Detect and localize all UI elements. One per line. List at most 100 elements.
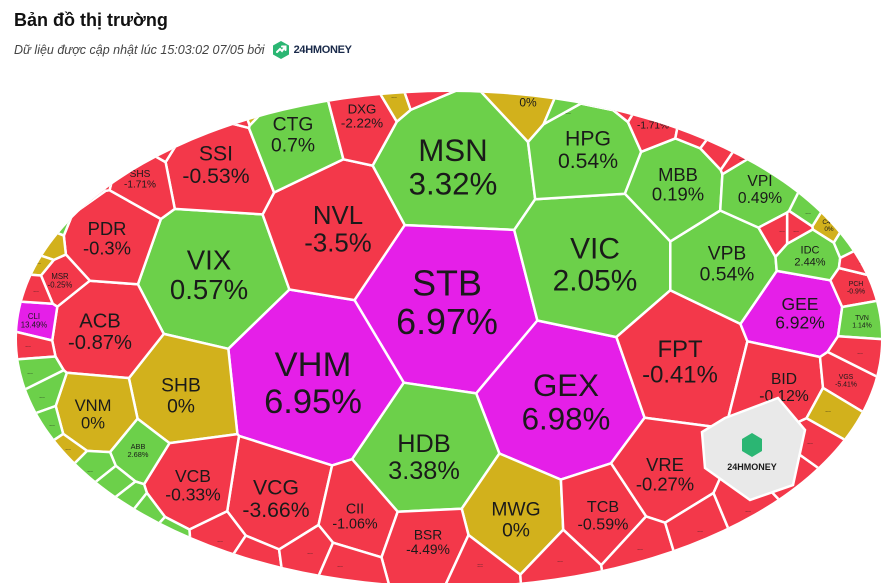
tile-ticker: BSR: [414, 527, 442, 542]
tile-change: 0%: [502, 520, 530, 541]
tile-ticker: CII: [346, 501, 364, 517]
brand-logo[interactable]: 24HMONEY: [271, 40, 352, 60]
tile-ticker: NVL: [313, 202, 363, 230]
tile-change: 1.14%: [852, 323, 872, 330]
tile-dxg[interactable]: [316, 60, 399, 167]
tile-ticker: ABB: [131, 442, 146, 451]
tile-minor-label: ...: [33, 287, 39, 294]
tile-minor[interactable]: [60, 491, 167, 583]
tile-minor[interactable]: [785, 209, 815, 246]
tile-minor[interactable]: [437, 533, 524, 583]
tile-change: 6.95%: [264, 383, 362, 421]
tile-ticker: C4G: [822, 219, 835, 226]
tile-ticker: SSI: [199, 142, 233, 165]
tile-minor-label: ...: [65, 445, 71, 452]
tile-minor[interactable]: [565, 60, 620, 112]
tile-minor[interactable]: [611, 60, 667, 124]
tile-change: -0.9%: [847, 289, 865, 296]
tile-change: 0.19%: [652, 183, 704, 204]
tile-minor-label: ...: [307, 549, 313, 556]
tile-ticker: MSR: [51, 272, 69, 281]
tile-change: -5.41%: [835, 382, 857, 389]
tile-minor[interactable]: [0, 129, 107, 216]
tile-ticker: ACB: [79, 311, 121, 333]
tile-minor[interactable]: [757, 211, 789, 259]
tile-change: 0.57%: [170, 274, 248, 305]
tile-minor[interactable]: [0, 209, 68, 262]
tile-minor[interactable]: [0, 60, 116, 193]
tile-change: 6.97%: [396, 302, 498, 342]
tile-minor[interactable]: [0, 464, 137, 583]
tile-minor[interactable]: [0, 480, 149, 583]
tile-change: 0.49%: [738, 190, 782, 207]
tile-minor-label: ...: [75, 193, 81, 200]
tile-minor-label: ...: [820, 152, 826, 159]
tile-minor-label: ...: [117, 505, 123, 512]
tile-ticker: GEX: [533, 368, 599, 403]
tile-change: -1.71%: [637, 121, 669, 132]
tile-minor-label: ...: [622, 99, 628, 106]
tile-minor[interactable]: [0, 449, 118, 560]
brand-tile-name: 24HMONEY: [727, 462, 777, 472]
tile-ticker: MBB: [658, 164, 698, 185]
tile-ticker: POW: [514, 83, 543, 97]
tile-minor-label: ...: [137, 521, 143, 528]
tile-minor-label: ...: [697, 527, 703, 534]
tile-change: -2.22%: [341, 116, 383, 131]
tile-minor[interactable]: [699, 60, 784, 172]
tile-ticker: MWG: [491, 500, 540, 521]
tile-minor-label: ...: [847, 235, 853, 242]
tile-minor[interactable]: [0, 271, 55, 306]
tile-ticker: HPG: [565, 127, 611, 150]
brand-tile: 24HMONEY: [700, 396, 807, 502]
tile-ticker: DXG: [348, 101, 377, 116]
tile-change: 0%: [824, 226, 834, 233]
tile-change: -4.49%: [406, 542, 450, 557]
tile-minor[interactable]: [0, 432, 89, 540]
tile-minor[interactable]: [358, 60, 412, 123]
tile-ticker: VCG: [253, 476, 299, 499]
tile-minor-label: ...: [779, 227, 785, 234]
tile-minor-label: ...: [87, 467, 93, 474]
tile-ticker: VPB: [708, 244, 747, 265]
tile-minor-label: ...: [35, 259, 41, 266]
tile-change: 2.44%: [794, 256, 825, 268]
tile-minor-label: ...: [477, 560, 483, 567]
tile-ticker: GEE: [782, 294, 819, 314]
tile-minor[interactable]: [35, 60, 144, 173]
tile-minor[interactable]: [88, 515, 196, 583]
tile-minor-label: ...: [259, 100, 265, 107]
tile-ticker: SHB: [161, 376, 201, 397]
update-text: Dữ liệu được cập nhật lúc 15:03:02 07/05…: [14, 43, 265, 57]
tile-minor-label: ...: [565, 109, 571, 116]
tile-minor[interactable]: [0, 404, 65, 478]
tile-minor-label: ...: [247, 557, 253, 564]
tile-minor-label: ...: [41, 241, 47, 248]
tile-change: 0%: [81, 414, 105, 433]
tile-minor[interactable]: [778, 60, 896, 191]
tile-minor[interactable]: [179, 60, 251, 130]
tile-change: 3.38%: [388, 457, 460, 485]
tile-minor[interactable]: [0, 240, 56, 277]
tile-minor-label: ...: [557, 557, 563, 564]
tile-minor[interactable]: [719, 83, 784, 176]
tile-minor-label: ...: [745, 507, 751, 514]
tile-change: 2.68%: [128, 450, 149, 459]
tile-minor[interactable]: [832, 176, 896, 260]
tile-change: 2.05%: [553, 264, 638, 297]
tile-minor[interactable]: [306, 541, 395, 583]
tile-minor-label: ...: [825, 407, 831, 414]
tile-change: 0.54%: [558, 150, 618, 173]
tile-change: 13.49%: [21, 320, 48, 329]
tile-change: -0.33%: [165, 485, 220, 505]
tile-ticker: CLI: [28, 312, 40, 321]
tile-change: -3.5%: [304, 229, 371, 257]
tile-minor[interactable]: [674, 60, 768, 150]
tile-ticker: CTG: [273, 115, 314, 136]
tile-minor-label: ...: [857, 349, 863, 356]
tile-minor[interactable]: [0, 129, 74, 237]
tile-ticker: CEO: [642, 110, 664, 121]
brand-tile-icon: [742, 433, 762, 457]
tile-ticker: VGS: [839, 374, 854, 381]
